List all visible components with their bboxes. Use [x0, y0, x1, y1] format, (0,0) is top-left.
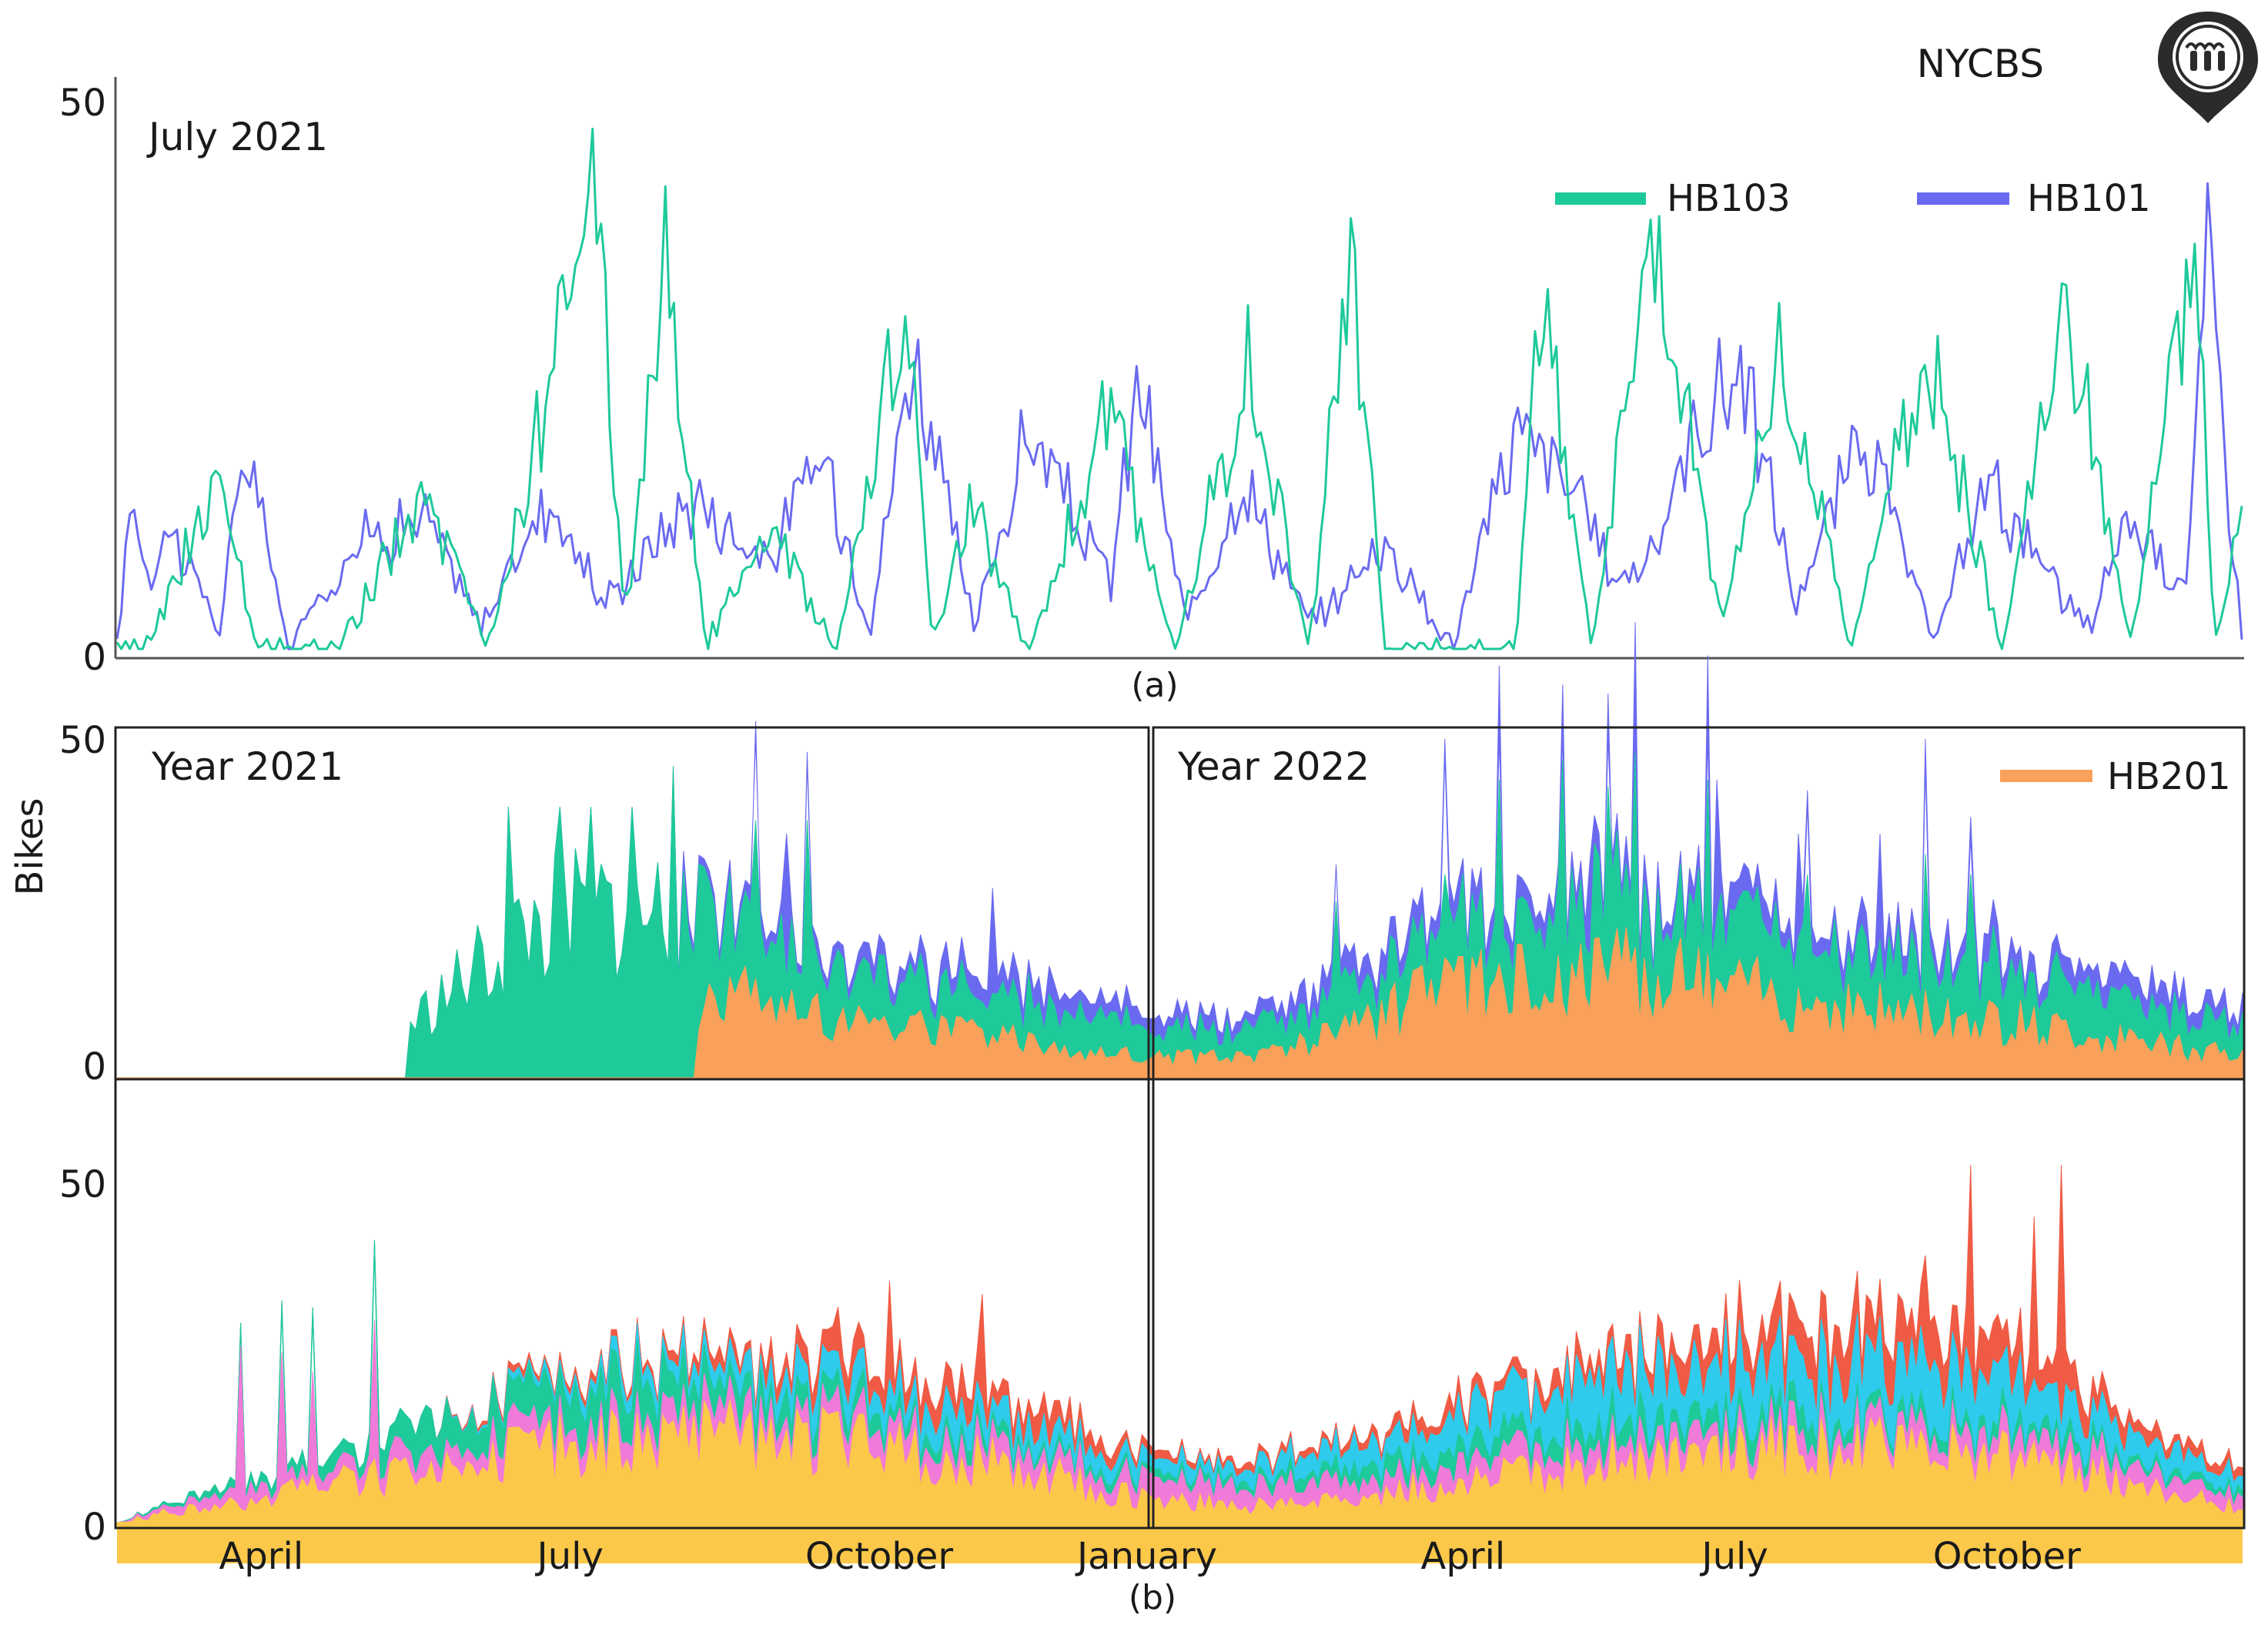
bike-icon-1: [2190, 51, 2197, 71]
legend-label-hb201: HB201: [2107, 755, 2231, 798]
panel-a: 50 0 July 2021 HB103 HB101 (a): [59, 77, 2244, 705]
legend-label-hb103: HB103: [1667, 177, 1791, 220]
panel-a-legend: HB103 HB101: [1555, 177, 2151, 220]
legend-label-hb101: HB101: [2027, 177, 2151, 220]
panel-b: 50 0 50 0 Year 2021 Year 2022 HB201 Bike…: [8, 622, 2246, 1617]
panel-a-plot-area: [115, 127, 2243, 650]
panel-b-top-ytick-50: 50: [59, 719, 106, 762]
panel-b-legend: HB201: [2000, 755, 2231, 798]
panel-b-bottom-plot-area: [116, 1165, 2243, 1563]
panel-b-top-ytick-0: 0: [82, 1045, 106, 1088]
panel-b-subtitle-2021: Year 2021: [151, 744, 343, 789]
panel-a-ytick-0: 0: [82, 636, 106, 679]
panel-b-x-tick-labels: April July October January April July October: [219, 1535, 2081, 1578]
x-tick-label: April: [1421, 1535, 1506, 1578]
bike-icon-2: [2204, 51, 2211, 71]
pin-ring: [2176, 25, 2240, 89]
panel-a-ytick-50: 50: [59, 82, 106, 125]
panel-b-top-plot-area: [117, 622, 2243, 1078]
panel-b-subtitle-2022: Year 2022: [1177, 744, 1370, 789]
bike-station-pin-icon: [2158, 12, 2258, 123]
area-series-yellow: [116, 1399, 2243, 1527]
bike-icon-3: [2218, 51, 2225, 71]
area-series-yellow-base: [117, 1528, 2243, 1563]
x-tick-label: January: [1075, 1535, 1217, 1578]
area-series-hb201: [117, 927, 2243, 1078]
x-tick-label: October: [805, 1535, 953, 1578]
series-line-hb103: [115, 127, 2243, 650]
panel-b-bottom-ytick-50: 50: [59, 1163, 106, 1206]
x-tick-label: October: [1933, 1535, 2081, 1578]
x-tick-label: April: [219, 1535, 303, 1578]
x-tick-label: July: [535, 1535, 604, 1578]
brand-name: NYCBS: [1917, 42, 2044, 86]
series-line-hb101: [115, 182, 2243, 650]
panel-a-title: July 2021: [146, 115, 328, 159]
x-tick-label: July: [1699, 1535, 1768, 1578]
y-axis-label: Bikes: [8, 798, 52, 896]
panel-a-label: (a): [1131, 666, 1178, 705]
panel-b-label: (b): [1129, 1578, 1176, 1617]
panel-b-bottom-ytick-0: 0: [82, 1506, 106, 1549]
pin-rack-top: [2185, 42, 2225, 51]
